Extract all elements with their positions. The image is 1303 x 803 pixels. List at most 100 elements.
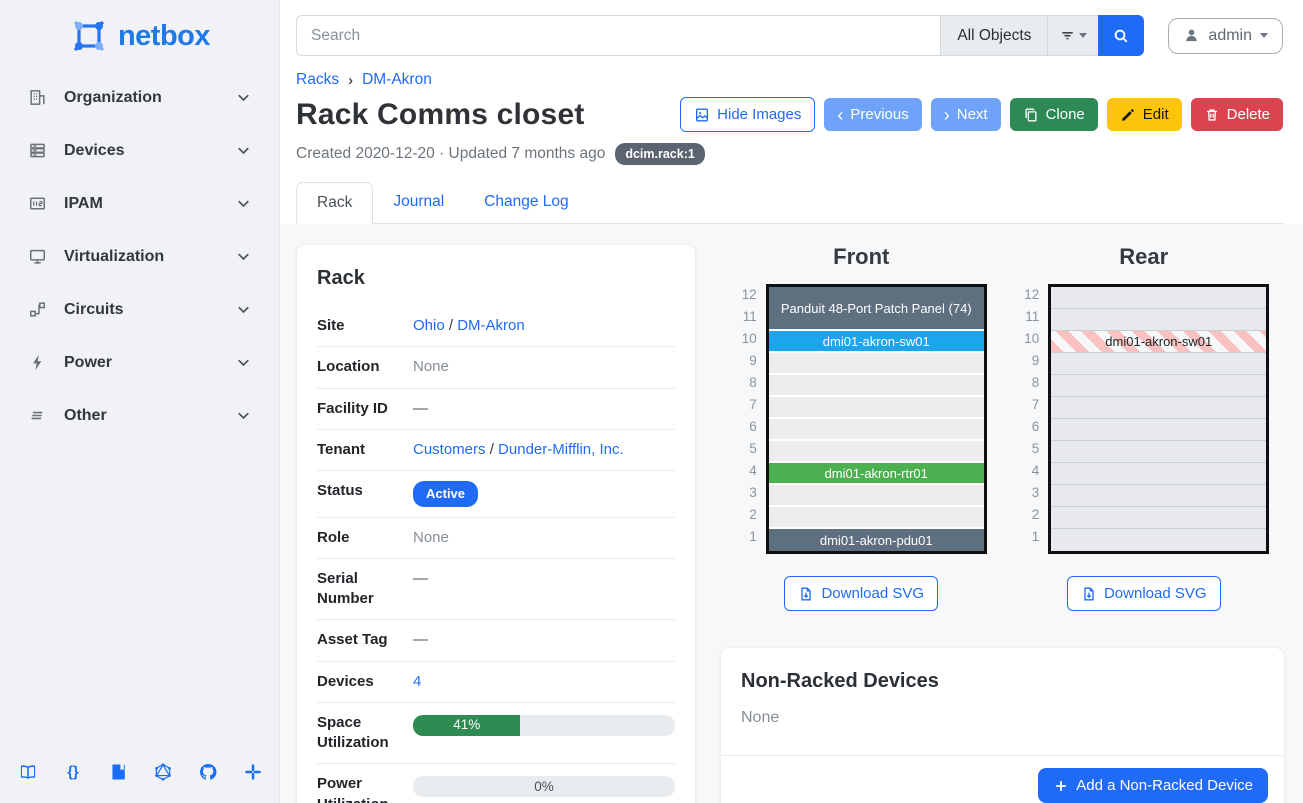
add-non-racked-device-button[interactable]: Add a Non-Racked Device <box>1038 768 1268 803</box>
created-updated-text: Created 2020-12-20 · Updated 7 months ag… <box>296 145 606 162</box>
chevron-down-icon <box>234 353 253 372</box>
search-input[interactable] <box>296 15 941 56</box>
filter-icon <box>1059 27 1076 44</box>
rack-slot-empty <box>1051 441 1267 463</box>
sidebar-item-devices[interactable]: Devices <box>0 131 279 170</box>
rack-slot-device[interactable]: dmi01-akron-sw01 <box>768 331 984 353</box>
sidebar: netbox Organization Devices IPAM Virtualiza… <box>0 0 280 803</box>
rack-slot-device[interactable]: dmi01-akron-sw01 <box>1051 331 1267 353</box>
sidebar-item-label: Power <box>64 353 113 371</box>
sidebar-item-organization[interactable]: Organization <box>0 78 279 117</box>
rear-elevation-title: Rear <box>1119 244 1169 269</box>
next-label: Next <box>956 106 988 123</box>
unit-number: 2 <box>749 507 757 522</box>
rack-slot-empty <box>768 353 984 375</box>
plus-icon <box>1053 778 1069 794</box>
netbox-logo[interactable]: netbox <box>69 12 211 56</box>
action-buttons: Hide Images ‹ Previous › Next Clone <box>680 97 1283 132</box>
rack-slot-empty <box>1051 309 1267 331</box>
unit-number: 4 <box>749 463 757 478</box>
sidebar-item-label: Devices <box>64 141 125 159</box>
trash-icon <box>1204 107 1220 123</box>
unit-number: 6 <box>749 419 757 434</box>
sidebar-item-other[interactable]: Other <box>0 396 279 435</box>
rack-slot-device[interactable]: dmi01-akron-rtr01 <box>768 463 984 485</box>
sidebar-item-circuits[interactable]: Circuits <box>0 290 279 329</box>
search-filter-dropdown[interactable] <box>1047 15 1099 56</box>
location-value: None <box>413 358 449 376</box>
unit-number: 1 <box>749 529 757 544</box>
main-area: All Objects admin <box>280 0 1303 803</box>
breadcrumb-link-site[interactable]: DM-Akron <box>362 71 432 88</box>
rack-slot-empty <box>1051 375 1267 397</box>
rack-slot-device[interactable]: Panduit 48-Port Patch Panel (74) <box>768 287 984 331</box>
clone-button[interactable]: Clone <box>1009 98 1098 131</box>
sidebar-footer: {} <box>0 748 279 803</box>
title-row: Rack Comms closet Hide Images ‹ Previous… <box>296 97 1283 132</box>
breadcrumb-link-racks[interactable]: Racks <box>296 71 340 88</box>
chevron-down-icon <box>234 88 253 107</box>
detail-row-status: Status Active <box>317 471 675 518</box>
front-download-svg-button[interactable]: Download SVG <box>784 576 939 611</box>
tab-journal[interactable]: Journal <box>393 193 445 210</box>
slack-icon[interactable] <box>243 762 263 787</box>
search-button[interactable] <box>1098 15 1145 56</box>
hide-images-button[interactable]: Hide Images <box>680 97 816 132</box>
non-racked-devices-none: None <box>741 709 780 726</box>
tab-rack[interactable]: Rack <box>296 182 374 224</box>
unit-number: 2 <box>1031 507 1040 522</box>
facility-id-value: — <box>413 399 428 417</box>
site-link[interactable]: DM-Akron <box>457 317 525 334</box>
front-elevation: Front 12 11 10 9 8 7 6 5 4 3 2 1 Panduit 48-Port Pa… <box>720 244 1003 611</box>
previous-button[interactable]: ‹ Previous <box>824 98 922 131</box>
site-region-link[interactable]: Ohio <box>413 317 445 334</box>
power-utilization-bar: 0% <box>413 776 675 798</box>
sidebar-nav: Organization Devices IPAM Virtualization Cir… <box>0 78 279 449</box>
front-elevation-title: Front <box>833 244 890 269</box>
non-racked-devices-footer: Add a Non-Racked Device <box>721 755 1284 803</box>
page-header: All Objects admin <box>280 0 1303 224</box>
next-button[interactable]: › Next <box>930 98 1001 131</box>
serial-number-value: — <box>413 569 428 587</box>
caret-down-icon <box>1260 33 1268 38</box>
delete-button[interactable]: Delete <box>1190 98 1283 131</box>
detail-row-facility-id: Facility ID — <box>317 389 675 430</box>
tenant-group-link[interactable]: Customers <box>413 440 486 458</box>
building-icon <box>28 88 47 107</box>
sidebar-item-power[interactable]: Power <box>0 343 279 382</box>
journal-icon[interactable] <box>108 762 128 787</box>
chevron-left-icon: ‹ <box>837 104 844 125</box>
search-row: All Objects admin <box>296 15 1283 56</box>
copy-icon <box>1023 107 1039 123</box>
rack-slot-empty <box>768 507 984 529</box>
space-utilization-fill: 41% <box>413 714 521 736</box>
braces-icon[interactable]: {} <box>63 762 83 787</box>
devices-count-link[interactable]: 4 <box>413 672 422 690</box>
edit-button[interactable]: Edit <box>1106 98 1182 131</box>
rack-card-title: Rack <box>317 267 365 289</box>
rack-slot-empty <box>768 397 984 419</box>
power-utilization-label: 0% <box>534 778 554 794</box>
link-separator: / <box>448 317 454 334</box>
chevron-down-icon <box>234 194 253 213</box>
detail-row-site: Site Ohio / DM-Akron <box>317 306 675 348</box>
clone-label: Clone <box>1045 106 1085 123</box>
github-icon[interactable] <box>198 762 218 787</box>
sidebar-item-label: Other <box>64 406 107 424</box>
tab-change-log[interactable]: Change Log <box>484 193 569 210</box>
tenant-link[interactable]: Dunder-Mifflin, Inc. <box>498 440 624 458</box>
rack-slot-device[interactable]: dmi01-akron-pdu01 <box>768 529 984 551</box>
search-scope-selector[interactable]: All Objects <box>940 15 1048 56</box>
search-group: All Objects <box>296 15 1145 56</box>
detail-row-power-utilization: Power Utilization 0% <box>317 764 675 803</box>
unit-number: 11 <box>1025 309 1040 324</box>
sidebar-item-virtualization[interactable]: Virtualization <box>0 237 279 276</box>
chevron-down-icon <box>234 247 253 266</box>
detail-row-tenant: Tenant Customers / Dunder-Mifflin, Inc. <box>317 430 675 471</box>
book-icon[interactable] <box>18 762 38 787</box>
rear-download-svg-button[interactable]: Download SVG <box>1066 576 1221 611</box>
graphql-icon[interactable] <box>153 762 173 787</box>
rear-rack: dmi01-akron-sw01 <box>1048 284 1270 554</box>
sidebar-item-ipam[interactable]: IPAM <box>0 184 279 223</box>
user-menu[interactable]: admin <box>1168 17 1283 54</box>
